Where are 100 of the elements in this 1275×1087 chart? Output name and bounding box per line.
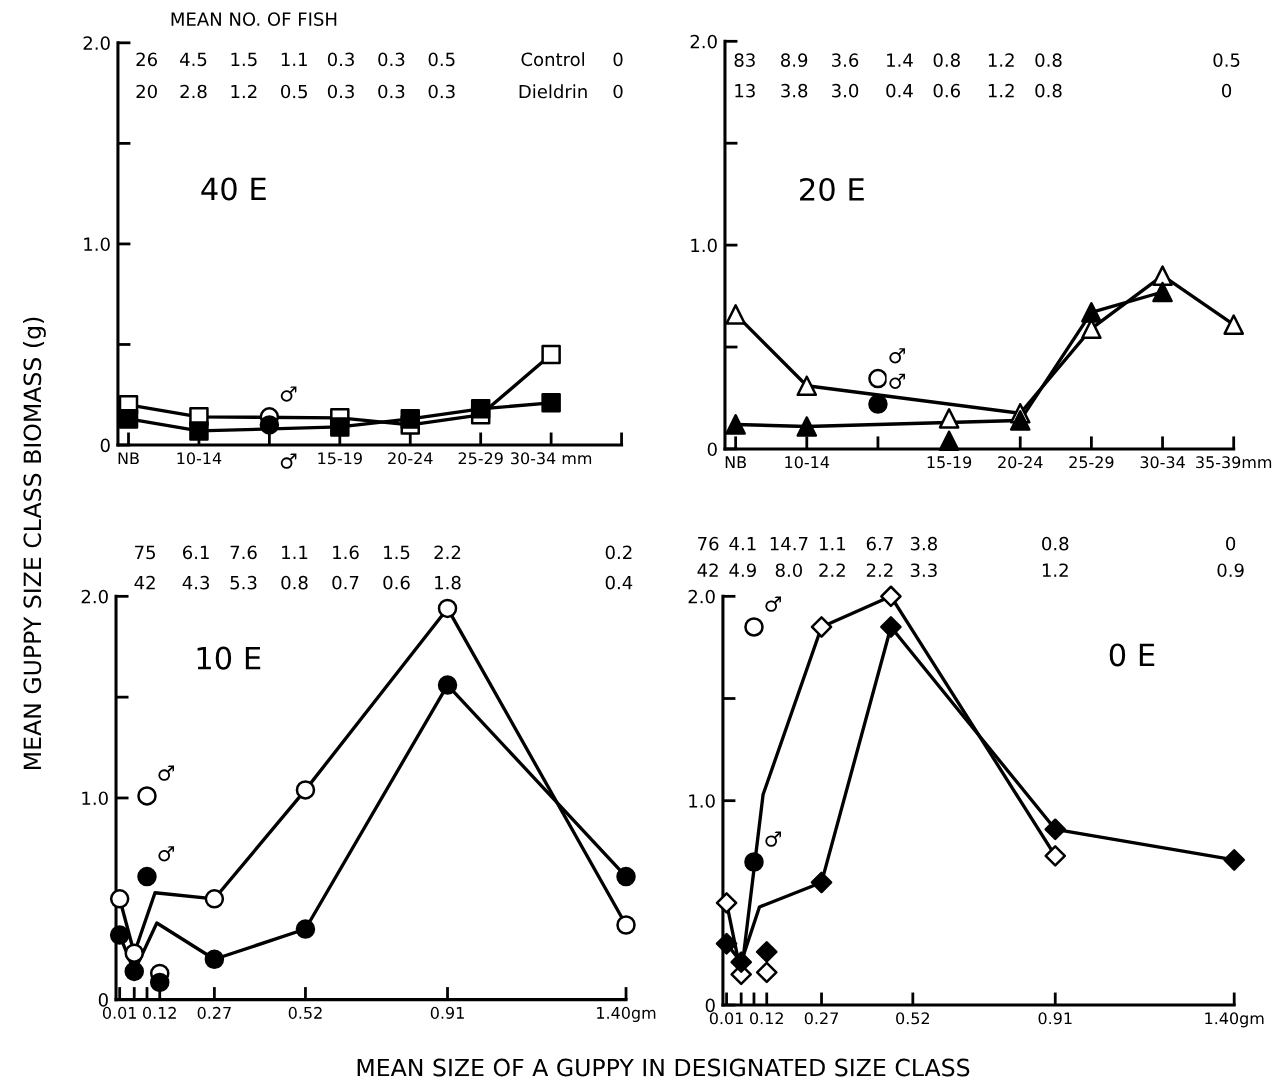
text: 0 E bbox=[1109, 643, 1155, 667]
x-tick-label: 0.12 bbox=[143, 1006, 176, 1019]
data-label: ♂ bbox=[889, 373, 905, 389]
y-axis-title: MEAN GUPPY SIZE CLASS BIOMASS (g) bbox=[23, 317, 46, 769]
x-tick-label: 0.52 bbox=[288, 1006, 322, 1019]
y-tick-label: 0 bbox=[98, 993, 108, 1007]
text: 3.3 bbox=[910, 563, 937, 578]
x-tick-label: NB bbox=[118, 452, 139, 465]
text: 0.9 bbox=[1217, 563, 1244, 578]
text: 4.3 bbox=[182, 575, 210, 590]
data-label: ♂ bbox=[158, 765, 175, 781]
x-axis-title: MEAN SIZE OF A GUPPY IN DESIGNATED SIZE CLASS bbox=[357, 1058, 970, 1077]
annotation: 13 bbox=[735, 83, 755, 98]
annotation: 8.9 bbox=[781, 53, 808, 67]
annotation: 0.6 bbox=[933, 83, 960, 98]
annotation: 4.5 bbox=[180, 52, 207, 67]
text: 1.6 bbox=[333, 545, 359, 560]
x-tick-label: 0.01 bbox=[709, 1012, 743, 1025]
x-tick-label: 30-34 bbox=[1140, 456, 1185, 469]
x-tick-label: 0.91 bbox=[430, 1006, 464, 1019]
x-tick-label: 1.40gm bbox=[1205, 1012, 1264, 1028]
data-label: ♂ bbox=[765, 596, 781, 612]
x-tick-label: 10-14 bbox=[177, 452, 222, 465]
text: 10 E bbox=[197, 646, 261, 670]
x-tick-label: 1.40gm bbox=[597, 1006, 656, 1023]
x-tick-label: 0.91 bbox=[1038, 1012, 1072, 1025]
y-tick-label: 0 bbox=[100, 438, 110, 453]
x-tick-label: 0.01 bbox=[102, 1006, 136, 1019]
x-tick-label: 25-29 bbox=[458, 452, 503, 465]
y-tick-label: 1.0 bbox=[82, 791, 108, 806]
annotation: 0.5 bbox=[428, 52, 455, 67]
x-tick-label: 20-24 bbox=[388, 452, 433, 465]
x-tick-label: 35-39mm bbox=[1196, 456, 1272, 469]
x-tick-label: NB bbox=[725, 456, 746, 469]
text: 4.1 bbox=[729, 537, 756, 551]
annotation: 0.4 bbox=[886, 83, 913, 98]
annotation: 0.8 bbox=[1035, 83, 1062, 98]
annotation: 0.3 bbox=[428, 84, 455, 99]
annotation: 2.8 bbox=[180, 84, 207, 99]
text: 75 bbox=[135, 545, 156, 560]
annotation: 0 bbox=[1222, 83, 1232, 98]
text: 0.4 bbox=[605, 575, 633, 590]
annotation: 1.4 bbox=[887, 53, 913, 67]
y-tick-label: 0 bbox=[707, 442, 717, 457]
data-label: ♂ bbox=[280, 453, 297, 469]
text: 2.2 bbox=[434, 545, 461, 559]
y-tick-label: 2.0 bbox=[81, 589, 108, 604]
annotation: 1.5 bbox=[231, 52, 257, 67]
annotation: Control bbox=[521, 52, 584, 67]
x-tick-label: 0.52 bbox=[896, 1012, 930, 1025]
x-tick-label: 10-14 bbox=[785, 456, 830, 469]
x-tick-label: 0.27 bbox=[804, 1012, 838, 1025]
x-tick-label: 15-19 bbox=[318, 452, 362, 465]
annotation: 0 bbox=[613, 84, 623, 99]
annotation: 0.3 bbox=[327, 84, 354, 99]
text: 4.9 bbox=[729, 563, 756, 578]
text: MEAN NO. OF FISH bbox=[171, 12, 337, 26]
x-tick-label: 30-34 mm bbox=[511, 452, 592, 465]
y-tick-label: 2.0 bbox=[688, 589, 715, 604]
annotation: 1.2 bbox=[231, 84, 257, 99]
text: 3.8 bbox=[910, 536, 937, 551]
y-tick-label: 1.0 bbox=[689, 794, 715, 808]
text: 0.7 bbox=[332, 575, 359, 590]
text: 42 bbox=[697, 563, 718, 577]
annotation: 83 bbox=[734, 53, 755, 67]
annotation: 1.2 bbox=[988, 53, 1014, 67]
text: 20 E bbox=[800, 177, 864, 201]
text: 14.7 bbox=[770, 537, 808, 551]
annotation: 1.1 bbox=[281, 52, 307, 66]
data-label: ♂ bbox=[765, 831, 781, 847]
annotation: 20 bbox=[136, 84, 157, 99]
text: 0 bbox=[1226, 536, 1236, 551]
x-tick-label: 20-24 bbox=[998, 456, 1043, 469]
text: 7.6 bbox=[230, 545, 257, 560]
x-tick-label: 15-19 bbox=[927, 456, 972, 469]
text: 6.7 bbox=[866, 536, 893, 551]
text: 42 bbox=[134, 575, 155, 590]
annotation: 0.5 bbox=[281, 84, 307, 99]
annotation: 0.8 bbox=[933, 53, 960, 67]
text: 0.2 bbox=[605, 545, 632, 560]
annotation: 0 bbox=[613, 52, 623, 67]
text: 2.2 bbox=[866, 563, 893, 577]
annotation: 0.3 bbox=[378, 52, 405, 67]
annotation: Dieldrin bbox=[519, 84, 587, 99]
text: 5.3 bbox=[230, 575, 257, 590]
text: 1.2 bbox=[1042, 563, 1068, 577]
annotation: 3.8 bbox=[781, 83, 808, 98]
data-label: ♂ bbox=[889, 348, 905, 364]
annotation: 3.6 bbox=[832, 53, 859, 67]
y-tick-label: 1.0 bbox=[84, 237, 110, 252]
y-tick-label: 2.0 bbox=[83, 36, 110, 50]
annotation: 0.5 bbox=[1213, 53, 1240, 67]
annotation: 0.3 bbox=[327, 52, 354, 67]
data-label: ♂ bbox=[280, 386, 297, 402]
text: 40 E bbox=[201, 177, 266, 201]
text: 6.1 bbox=[183, 545, 209, 560]
text: 1.1 bbox=[282, 545, 308, 559]
y-tick-label: 0 bbox=[705, 998, 715, 1013]
annotation: 1.2 bbox=[988, 83, 1014, 98]
annotation: 0.8 bbox=[1035, 53, 1062, 67]
